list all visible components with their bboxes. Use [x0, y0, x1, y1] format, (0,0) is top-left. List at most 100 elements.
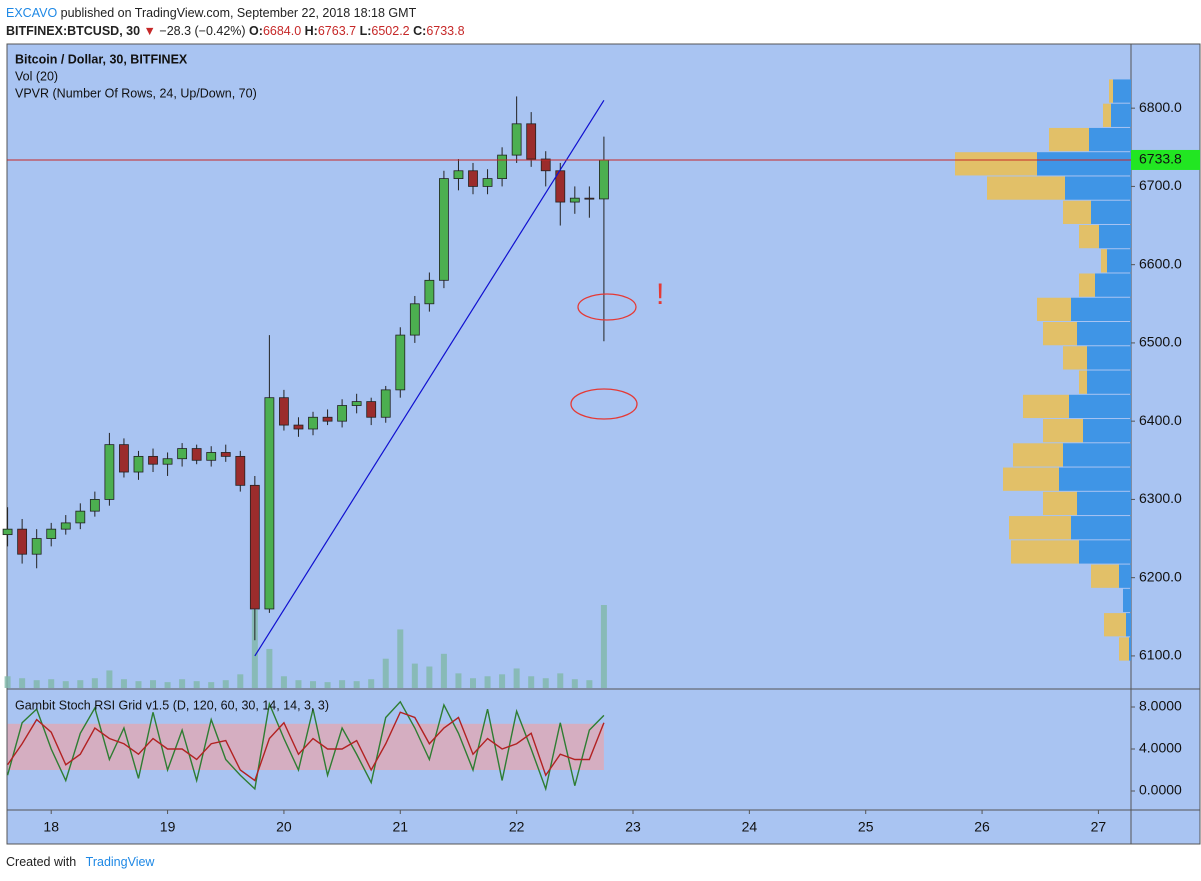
- candle-body: [599, 159, 609, 200]
- volume-bar: [586, 680, 593, 688]
- candle-body: [497, 154, 507, 179]
- h: 6763.7: [317, 24, 357, 38]
- candle-body: [380, 389, 391, 418]
- x-tick-label: 26: [974, 819, 990, 835]
- x-tick-label: 19: [160, 819, 176, 835]
- candle-body: [220, 452, 231, 457]
- legend-title: Bitcoin / Dollar, 30, BITFINEX: [15, 52, 188, 66]
- volume-bar: [150, 680, 157, 688]
- volume-bar: [470, 678, 477, 688]
- x-tick-label: 20: [276, 819, 292, 835]
- author[interactable]: EXCAVO: [6, 6, 58, 20]
- volume-bar: [440, 653, 447, 688]
- last-price-box: [1131, 149, 1200, 170]
- profile-up: [1069, 394, 1131, 419]
- candle-body: [569, 197, 580, 203]
- l-label: L:: [359, 24, 372, 38]
- candle-body: [177, 448, 188, 460]
- header-line: BITFINEX:BTCUSD, 30 ▼ −28.3 (−0.42%) O:6…: [6, 22, 465, 40]
- x-tick-label: 25: [858, 819, 874, 835]
- candle-body: [235, 455, 246, 486]
- y-tick-label: 8.0000: [1139, 698, 1182, 714]
- y-tick-label: 4.0000: [1139, 740, 1182, 756]
- candle-body: [293, 424, 304, 430]
- profile-down: [1003, 467, 1059, 491]
- legend-oscillator: Gambit Stoch RSI Grid v1.5 (D, 120, 60, …: [15, 698, 329, 712]
- profile-up: [1037, 152, 1131, 176]
- published: published on TradingView.com, September …: [60, 6, 417, 20]
- x-tick-label: 27: [1091, 819, 1107, 835]
- y-tick-label: 6800.0: [1139, 99, 1182, 115]
- volume-bar: [353, 681, 360, 688]
- volume-bar: [339, 680, 346, 688]
- profile-down: [987, 176, 1065, 200]
- candle-body: [409, 303, 420, 336]
- profile-down: [955, 152, 1037, 176]
- y-tick-label: 6400.0: [1139, 412, 1182, 428]
- footer: Created with TradingView: [6, 855, 154, 869]
- candle-body: [366, 401, 377, 418]
- profile-up: [1126, 613, 1131, 637]
- candle-body: [148, 455, 158, 465]
- profile-down: [1104, 613, 1126, 637]
- volume-bar: [571, 679, 578, 688]
- candle-body: [133, 455, 144, 473]
- profile-down: [1079, 224, 1099, 249]
- volume-bar: [499, 674, 506, 688]
- profile-down: [1079, 273, 1095, 297]
- x-tick-label: 23: [625, 819, 641, 835]
- brand[interactable]: TradingView: [85, 855, 155, 869]
- volume-bar: [557, 673, 564, 688]
- candle-body: [191, 448, 202, 461]
- profile-up: [1077, 491, 1131, 516]
- candle-body: [46, 528, 57, 539]
- profile-down: [1043, 322, 1077, 346]
- candle-body: [511, 123, 522, 156]
- volume-bar: [528, 676, 535, 688]
- volume-bar: [382, 658, 389, 688]
- profile-down: [1109, 79, 1113, 103]
- volume-bar: [237, 674, 244, 688]
- profile-down: [1037, 297, 1071, 322]
- trendline: [254, 100, 605, 657]
- x-tick-label: 22: [509, 819, 525, 835]
- header: EXCAVO published on TradingView.com, Sep…: [6, 4, 465, 40]
- candle-body: [337, 405, 348, 422]
- volume-bar: [120, 679, 127, 688]
- candle-body: [351, 401, 362, 406]
- created: Created with: [6, 855, 77, 869]
- profile-up: [1095, 273, 1131, 297]
- profile-up: [1087, 370, 1131, 394]
- candle-body: [308, 416, 318, 430]
- volume-bar: [411, 663, 418, 688]
- l: 6502.2: [371, 24, 410, 38]
- candle-body: [60, 522, 71, 530]
- profile-up: [1091, 200, 1131, 224]
- profile-down: [1009, 516, 1071, 540]
- y-tick-label: 6700.0: [1139, 177, 1182, 193]
- x-tick-label: 21: [392, 819, 408, 835]
- profile-down: [1063, 200, 1091, 224]
- oscillator-line: [7, 711, 605, 782]
- profile-up: [1065, 176, 1131, 200]
- profile-down: [1013, 443, 1063, 467]
- profile-down: [1049, 127, 1089, 152]
- volume-bar: [77, 680, 84, 688]
- profile-up: [1119, 564, 1131, 588]
- candle-body: [119, 444, 129, 473]
- volume-bar: [310, 681, 317, 688]
- o-label: O:: [249, 24, 263, 38]
- o: 6684.0: [262, 24, 302, 38]
- chart: 18 19 20 21 22 23 24 25 26 27 6100.0 6200.0 6300.0 64…: [2, 43, 1201, 845]
- candle-body: [206, 452, 217, 461]
- volume-bar: [135, 681, 142, 688]
- candle-body: [279, 397, 289, 426]
- volume-bar: [251, 609, 258, 688]
- volume-bar: [193, 681, 200, 688]
- candle-body: [395, 334, 406, 391]
- profile-up: [1087, 346, 1131, 370]
- oscillator-line: [6, 700, 605, 792]
- volume-bar: [106, 670, 113, 688]
- volume-bar: [426, 666, 433, 688]
